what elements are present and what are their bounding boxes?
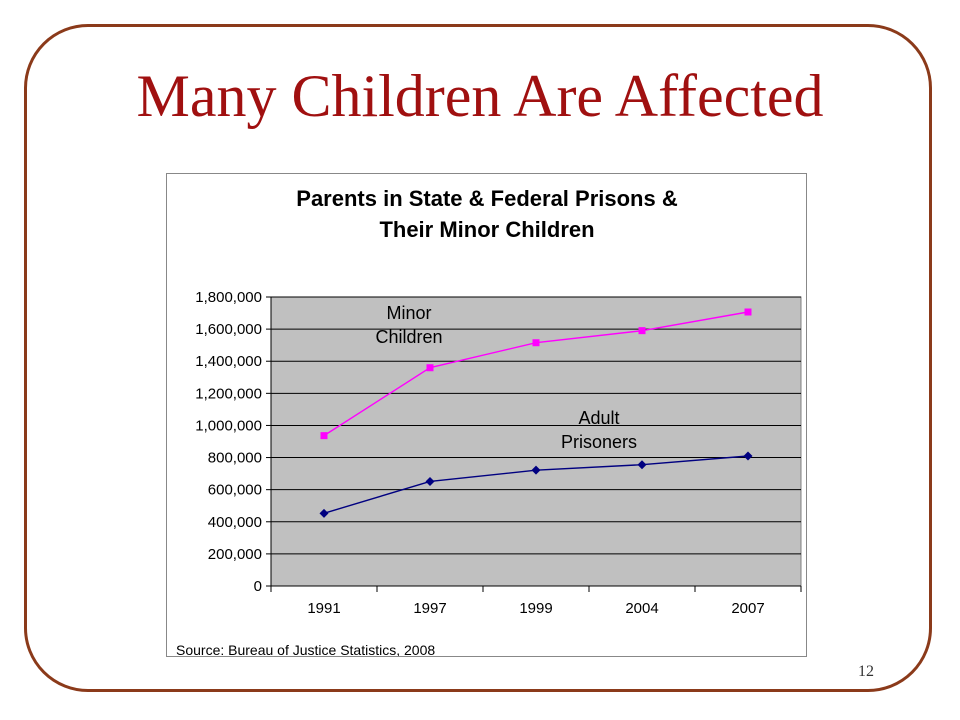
y-tick-label: 0	[254, 578, 262, 595]
slide-frame	[24, 24, 932, 692]
y-tick-label: 400,000	[208, 514, 262, 531]
data-point	[638, 327, 646, 335]
chart-source: Source: Bureau of Justice Statistics, 20…	[176, 642, 435, 656]
data-point	[532, 339, 540, 347]
y-tick-label: 1,800,000	[195, 289, 262, 306]
data-point	[426, 364, 434, 372]
data-point	[425, 476, 435, 486]
data-point	[531, 465, 541, 475]
x-tick-label: 1991	[307, 600, 340, 617]
series-label: Prisoners	[561, 432, 637, 452]
line-chart: Parents in State & Federal Prisons & Thei…	[176, 186, 802, 656]
series-label: Minor	[386, 303, 431, 323]
y-tick-label: 1,600,000	[195, 321, 262, 338]
data-point	[743, 451, 753, 461]
x-tick-label: 1999	[519, 600, 552, 617]
series-label: Adult	[578, 408, 619, 428]
chart-container: Parents in State & Federal Prisons & Thei…	[166, 173, 807, 657]
chart-title-line: Their Minor Children	[379, 217, 594, 242]
y-tick-label: 800,000	[208, 450, 262, 467]
data-point	[637, 460, 647, 470]
y-tick-label: 200,000	[208, 546, 262, 563]
slide-number: 12	[858, 663, 874, 680]
chart-title-line: Parents in State & Federal Prisons &	[296, 186, 678, 211]
x-tick-label: 2007	[731, 600, 764, 617]
x-tick-label: 1997	[413, 600, 446, 617]
x-tick-label: 2004	[625, 600, 658, 617]
y-tick-label: 1,200,000	[195, 385, 262, 402]
series-label: Children	[375, 327, 442, 347]
data-point	[320, 432, 328, 440]
y-tick-label: 1,000,000	[195, 417, 262, 434]
data-point	[744, 308, 752, 316]
data-point	[319, 508, 329, 518]
slide-title: Many Children Are Affected	[136, 63, 824, 129]
y-tick-label: 1,400,000	[195, 353, 262, 370]
y-tick-label: 600,000	[208, 482, 262, 499]
